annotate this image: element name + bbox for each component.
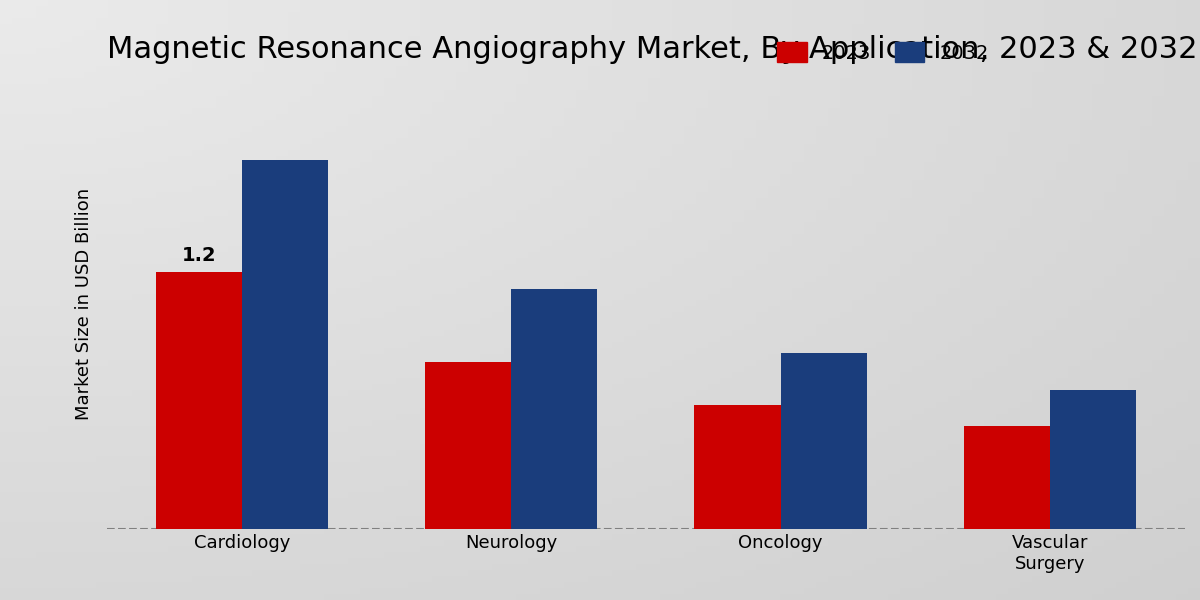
Bar: [780, 353, 866, 529]
Text: Magnetic Resonance Angiography Market, By Application, 2023 & 2032: Magnetic Resonance Angiography Market, B…: [107, 35, 1198, 64]
Y-axis label: Market Size in USD Billion: Market Size in USD Billion: [74, 188, 94, 420]
Bar: [511, 289, 598, 529]
Bar: [1050, 390, 1136, 529]
Bar: [964, 427, 1050, 529]
Bar: [695, 405, 780, 529]
Legend: 2023, 2032: 2023, 2032: [769, 34, 997, 70]
Bar: [156, 272, 242, 529]
Bar: [425, 362, 511, 529]
Text: 1.2: 1.2: [181, 247, 216, 265]
Bar: [242, 160, 329, 529]
